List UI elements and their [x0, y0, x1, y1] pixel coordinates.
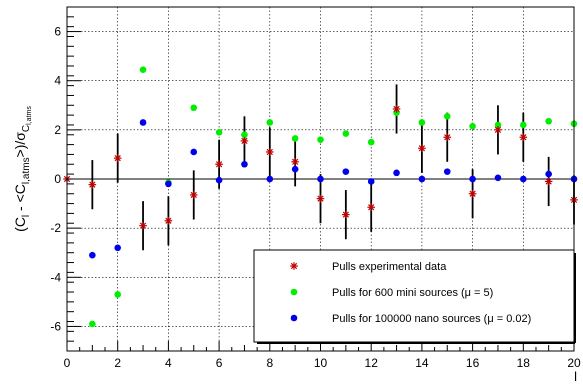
tick-labels: 0 2 4 6 8 10 12 14 16 18 20 -6 -4 -2 0 2 4 6 [50, 25, 581, 370]
x-tick-label: 18 [517, 356, 531, 370]
y-tick-label: 4 [54, 74, 61, 88]
mini-sources-point [469, 122, 476, 130]
mini-sources-point [418, 119, 426, 126]
experimental-point [164, 216, 173, 225]
nano-sources-point [418, 175, 426, 183]
experimental-point [342, 210, 350, 219]
mini-sources-point [190, 104, 198, 112]
mini-sources-point [139, 66, 147, 73]
nano-sources-point [443, 168, 451, 175]
mini-sources-point [291, 135, 299, 142]
nano-sources-point [89, 251, 96, 259]
experimental-point [291, 158, 299, 166]
x-tick-label: 0 [64, 356, 71, 370]
y-tick-label: 2 [54, 123, 61, 137]
nano-sources-point [342, 168, 350, 175]
y-label-mid: - <C [12, 184, 28, 215]
legend-marker-nano [290, 314, 298, 322]
nano-sources-point [469, 175, 476, 183]
x-tick-label: 10 [314, 356, 328, 370]
nano-sources-point [317, 175, 324, 183]
nano-sources-point [139, 119, 147, 126]
experimental-point [88, 180, 97, 189]
experimental-point [316, 194, 325, 203]
nano-sources-point [266, 175, 274, 183]
mini-sources-point [545, 117, 552, 125]
mini-sources-point [241, 131, 248, 139]
mini-sources-point [114, 291, 121, 298]
legend-label: Pulls for 600 mini sources (μ = 5) [332, 287, 493, 299]
mini-sources-point [367, 138, 375, 146]
nano-sources-point [215, 176, 223, 184]
experimental-point [266, 148, 274, 156]
nano-sources-point [291, 165, 299, 173]
experimental-point [240, 137, 249, 145]
experimental-point [215, 160, 223, 169]
x-tick-label: 20 [567, 356, 581, 370]
x-tick-label: 2 [114, 356, 121, 370]
x-tick-label: 14 [415, 356, 429, 370]
nano-sources-point [393, 169, 400, 177]
experimental-point [544, 177, 553, 186]
experimental-point [443, 133, 452, 142]
experimental-point [139, 221, 147, 230]
legend-marker-mini [290, 288, 298, 296]
experimental-point [189, 191, 198, 199]
mini-sources-point [342, 130, 350, 137]
x-tick-label: 16 [466, 356, 480, 370]
y-label-sub2: l,atms [21, 157, 32, 184]
nano-sources-point [241, 160, 248, 168]
mini-sources-point [494, 121, 502, 129]
y-axis-label: (Cl - <Cl,atms>)/σCl,atms [12, 106, 33, 232]
mini-sources-point [443, 113, 451, 120]
y-tick-label: 0 [54, 172, 61, 186]
x-axis-label: l [574, 369, 577, 384]
experimental-point [392, 105, 401, 113]
svg-text:(Cl - <Cl,atms>)/σCl,atms: (Cl - <Cl,atms>)/σCl,atms [12, 106, 33, 232]
experimental-point [519, 133, 528, 142]
mini-sources-point [215, 129, 223, 136]
legend-label: Pulls experimental data [332, 261, 447, 273]
legend-label: Pulls for 100000 nano sources (μ = 0.02) [332, 313, 531, 325]
experimental-point [418, 144, 426, 153]
nano-sources-point [367, 178, 375, 185]
mini-sources-point [266, 119, 274, 126]
x-tick-label: 8 [266, 356, 273, 370]
nano-sources-point [494, 174, 502, 182]
axis-ticks [66, 6, 575, 352]
nano-sources-point [520, 175, 527, 183]
data-layer [63, 66, 578, 328]
nano-sources-point [190, 148, 198, 156]
legend: Pulls experimental data Pulls for 600 min… [253, 249, 576, 344]
x-tick-label: 4 [165, 356, 172, 370]
experimental-point [113, 154, 122, 162]
y-label-open: (C [12, 217, 28, 232]
y-tick-label: -6 [50, 319, 61, 333]
mini-sources-point [89, 320, 96, 328]
y-label-close: >)/σ [12, 132, 28, 158]
x-tick-label: 12 [365, 356, 379, 370]
y-tick-label: -4 [50, 270, 61, 284]
y-tick-label: 6 [54, 25, 61, 39]
nano-sources-point [165, 180, 172, 188]
y-label-sub3: C [21, 125, 32, 132]
experimental-point [468, 189, 477, 198]
y-label-sub1: l [21, 215, 32, 217]
nano-sources-point [114, 244, 121, 252]
experimental-point [367, 203, 375, 212]
mini-sources-point [317, 136, 324, 143]
legend-box [253, 249, 575, 343]
legend-marker-experimental [290, 262, 298, 270]
x-tick-label: 6 [216, 356, 223, 370]
experimental-point [494, 126, 502, 134]
mini-sources-point [520, 121, 527, 129]
y-label-sub3b: l,atms [26, 106, 33, 125]
nano-sources-point [545, 170, 552, 178]
y-tick-label: -2 [50, 221, 61, 235]
